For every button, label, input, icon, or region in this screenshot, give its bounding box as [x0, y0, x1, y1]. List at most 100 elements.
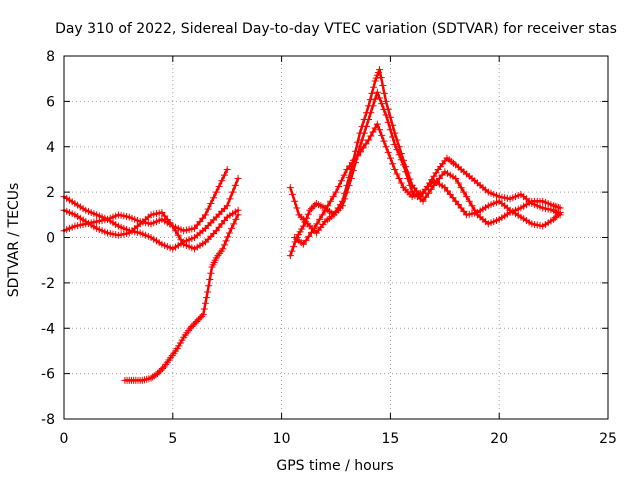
data-point-interp: [201, 299, 209, 307]
data-point: [373, 88, 381, 96]
data-point-interp: [393, 146, 401, 154]
data-point-interp: [308, 228, 316, 236]
data-point: [225, 229, 233, 237]
data-point-interp: [371, 124, 379, 132]
data-point-interp: [176, 339, 184, 347]
data-point-interp: [553, 212, 561, 220]
data-point-interp: [380, 105, 388, 113]
data-point: [286, 252, 294, 260]
data-point-interp: [203, 294, 211, 302]
data-point-interp: [397, 156, 405, 164]
data-point-interp: [158, 365, 166, 373]
data-point-interp: [372, 74, 380, 82]
x-tick-label: 0: [60, 431, 69, 447]
data-point-interp: [376, 94, 384, 102]
data-point-interp: [362, 140, 370, 148]
data-point: [201, 211, 209, 219]
data-point-interp: [386, 113, 394, 121]
data-point: [306, 206, 314, 214]
data-point: [299, 240, 307, 248]
data-point-interp: [554, 210, 562, 218]
data-point-interp: [349, 167, 357, 175]
data-point-interp: [468, 202, 476, 210]
data-point-interp: [366, 96, 374, 104]
data-point: [463, 193, 471, 201]
data-point-interp: [360, 129, 368, 137]
data-point-interp: [358, 136, 366, 144]
data-point-interp: [152, 371, 160, 379]
y-tick-label: 4: [46, 140, 55, 156]
data-point-interp: [395, 175, 403, 183]
data-point: [212, 188, 220, 196]
data-point: [173, 345, 181, 353]
data-point: [223, 202, 231, 210]
data-point: [310, 224, 318, 232]
data-point-interp: [290, 243, 298, 251]
data-point-interp: [369, 102, 377, 110]
data-point: [391, 165, 399, 173]
data-point-interp: [324, 202, 332, 210]
data-point-interp: [369, 128, 377, 136]
data-point-interp: [222, 237, 230, 245]
data-point-interp: [454, 179, 462, 187]
data-point-interp: [189, 321, 197, 329]
data-point: [354, 152, 362, 160]
data-point-interp: [340, 171, 348, 179]
data-point-interp: [362, 122, 370, 130]
y-axis-label: SDTVAR / TECUs: [6, 183, 22, 298]
data-point-interp: [194, 316, 202, 324]
data-point-interp: [389, 160, 397, 168]
data-point-interp: [226, 195, 234, 203]
data-point-interp: [367, 109, 375, 117]
data-point: [365, 136, 373, 144]
data-point-interp: [356, 148, 364, 156]
data-point-interp: [554, 203, 562, 211]
data-point-interp: [172, 227, 180, 235]
data-point: [321, 206, 329, 214]
data-point: [299, 222, 307, 230]
data-point-interp: [196, 314, 204, 322]
data-point: [391, 140, 399, 148]
data-point-interp: [402, 168, 410, 176]
data-point-interp: [228, 224, 236, 232]
x-tick-label: 25: [599, 431, 617, 447]
data-point: [223, 165, 231, 173]
data-point: [169, 222, 177, 230]
y-tick-label: -2: [41, 276, 55, 292]
data-point-interp: [329, 193, 337, 201]
data-point-interp: [200, 305, 208, 313]
data-point-interp: [397, 179, 405, 187]
data-point-interp: [367, 132, 375, 140]
data-point-interp: [188, 323, 196, 331]
data-point: [550, 215, 558, 223]
y-tick-label: -6: [41, 367, 55, 383]
data-point-interp: [386, 154, 394, 162]
y-tick-label: -8: [41, 412, 55, 428]
data-point-interp: [229, 188, 237, 196]
data-point-interp: [313, 220, 321, 228]
data-point-interp: [386, 126, 394, 134]
data-point-interp: [298, 225, 306, 233]
data-point-interp: [384, 118, 392, 126]
data-point-interp: [551, 202, 559, 210]
y-tick-label: 0: [46, 231, 55, 247]
data-point-interp: [177, 236, 185, 244]
x-axis-label: GPS time / hours: [276, 458, 393, 474]
data-point-interp: [230, 220, 238, 228]
data-point-interp: [220, 171, 228, 179]
data-point: [219, 245, 227, 253]
series-track-4: [121, 211, 242, 384]
axis-ticks: 0 5 10 15 20 25 -8 -6 -4 -2 0 2 4 6 8: [41, 49, 617, 447]
data-point-interp: [389, 133, 397, 141]
data-point-interp: [380, 137, 388, 145]
data-point-interp: [198, 312, 206, 320]
data-point-interp: [303, 214, 311, 222]
data-point-interp: [206, 275, 214, 283]
data-point-interp: [341, 195, 349, 203]
series-track-3: [60, 206, 242, 253]
data-point-interp: [374, 68, 382, 76]
data-point: [365, 116, 373, 124]
data-point: [382, 143, 390, 151]
data-point-interp: [288, 247, 296, 255]
